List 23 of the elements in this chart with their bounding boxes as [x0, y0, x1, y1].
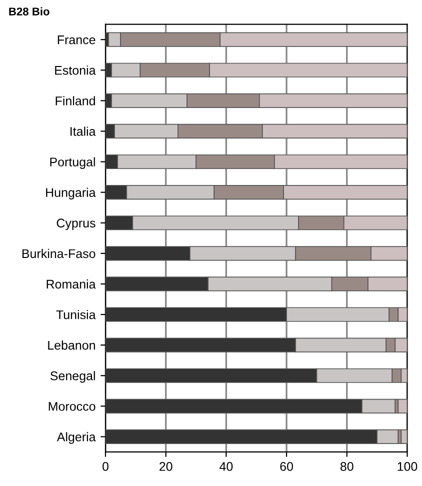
- y-tick-label: Hungaria: [46, 188, 96, 200]
- y-tick-label: Lebanon: [48, 340, 95, 350]
- y-tick-label: Morocco: [48, 402, 96, 411]
- y-tick-label: Estonia: [55, 66, 96, 75]
- y-tick-label: France: [58, 36, 96, 44]
- x-tick-label: 60: [280, 462, 293, 471]
- y-tick-label: Portugal: [50, 157, 95, 169]
- bar: [398, 398, 408, 414]
- y-tick-label: Algeria: [56, 432, 96, 444]
- y-tick-label: Italia: [70, 126, 96, 136]
- x-tick-label: 40: [220, 462, 233, 471]
- y-tick-label: Cyprus: [56, 218, 96, 230]
- x-tick-label: 80: [340, 462, 354, 471]
- y-tick-label: Burkina-Faso: [22, 248, 96, 258]
- x-tick-label: 0: [102, 462, 108, 471]
- y-tick-label: Tunisia: [56, 310, 96, 320]
- bar: [400, 429, 408, 444]
- chart-title: B28 Bio: [9, 7, 50, 16]
- x-tick-label: 100: [398, 462, 418, 471]
- y-tick-label: Senegal: [50, 371, 95, 383]
- y-tick-label: Finland: [56, 96, 95, 106]
- x-tick-label: 20: [160, 462, 172, 471]
- y-tick-label: Romania: [46, 279, 96, 289]
